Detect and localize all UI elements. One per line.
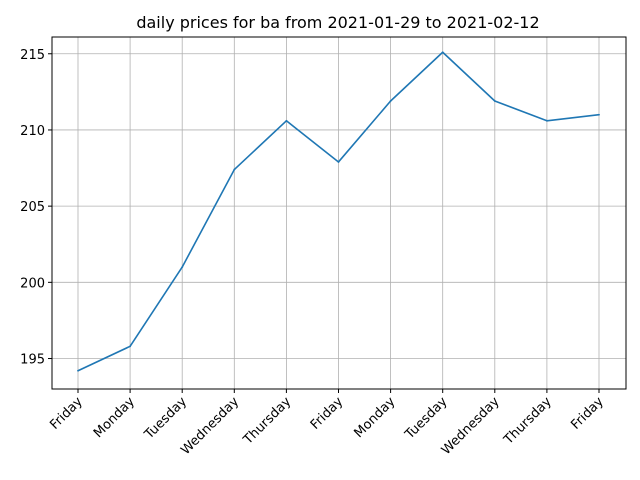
data-point bbox=[285, 119, 288, 122]
series-layer bbox=[77, 51, 600, 372]
data-point bbox=[77, 369, 79, 372]
y-tick-label: 215 bbox=[20, 48, 45, 63]
x-tick-label: Friday bbox=[308, 394, 347, 433]
y-tick-label: 195 bbox=[20, 353, 45, 368]
y-tick-label: 205 bbox=[20, 200, 45, 215]
x-tick-label: Thursday bbox=[240, 394, 294, 448]
plot-area-frame bbox=[51, 36, 627, 390]
data-point bbox=[129, 345, 132, 348]
data-point bbox=[546, 119, 548, 122]
data-point bbox=[233, 168, 236, 171]
chart-title: daily prices for ba from 2021-01-29 to 2… bbox=[136, 13, 539, 32]
x-tick-label: Friday bbox=[47, 394, 86, 433]
data-point bbox=[598, 113, 600, 116]
y-tick-label: 210 bbox=[20, 124, 45, 139]
x-tick-label: Tuesday bbox=[402, 394, 451, 443]
x-tick-label: Monday bbox=[352, 394, 399, 441]
y-axis: 195 200 205 210 215 bbox=[20, 48, 52, 368]
x-tick-label: Friday bbox=[568, 394, 607, 433]
x-tick-label: Monday bbox=[91, 394, 138, 441]
data-point bbox=[181, 266, 184, 268]
x-tick-label: Thursday bbox=[501, 394, 555, 448]
y-tick-label: 200 bbox=[20, 276, 45, 291]
x-tick-label: Tuesday bbox=[141, 394, 190, 443]
data-point bbox=[389, 100, 392, 102]
grid-lines bbox=[52, 37, 626, 389]
data-point bbox=[441, 51, 444, 54]
data-point bbox=[337, 161, 340, 163]
data-point bbox=[493, 100, 496, 102]
